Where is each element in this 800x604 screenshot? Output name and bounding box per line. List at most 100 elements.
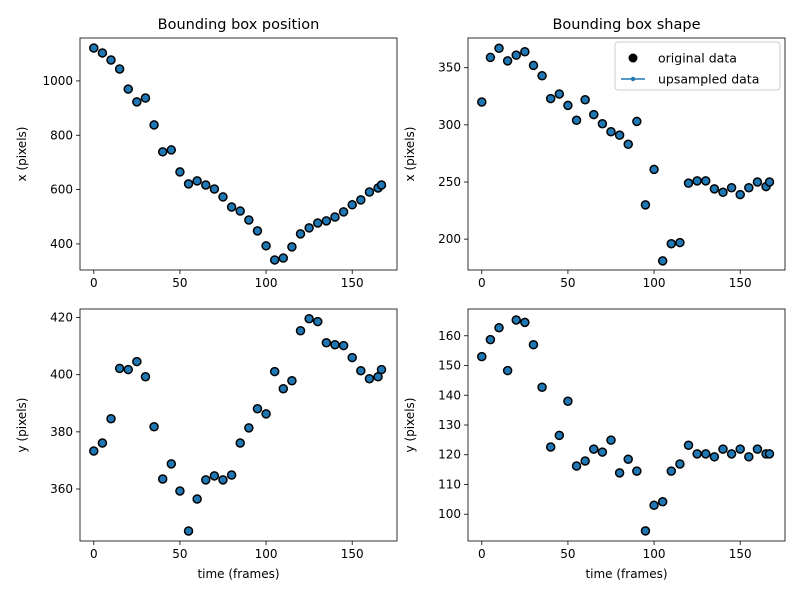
data-point	[114, 363, 125, 374]
data-point	[675, 459, 685, 469]
data-point	[132, 97, 142, 107]
data-point	[675, 237, 685, 248]
data-point	[356, 195, 366, 205]
data-point	[356, 365, 366, 376]
data-point	[502, 56, 513, 66]
data-point	[244, 215, 254, 225]
data-point	[606, 126, 616, 137]
data-point	[235, 206, 245, 216]
data-point	[235, 438, 245, 448]
y-tick-label: 420	[50, 311, 73, 325]
data-point	[580, 456, 590, 466]
y-tick-label: 360	[50, 482, 73, 496]
data-point	[477, 351, 487, 362]
data-point	[657, 256, 668, 266]
y-tick-label: 350	[438, 61, 461, 75]
data-point	[338, 340, 349, 351]
data-point	[752, 177, 763, 187]
data-point	[252, 403, 263, 414]
data-point	[485, 334, 496, 345]
data-point	[226, 470, 237, 480]
x-tick-label: 0	[90, 276, 98, 290]
data-point	[623, 454, 633, 464]
y-tick-label: 380	[50, 425, 73, 439]
data-point	[485, 52, 496, 63]
data-point	[520, 317, 530, 328]
legend-label: original data	[658, 51, 737, 66]
data-point	[97, 438, 108, 448]
axes-frame	[79, 37, 398, 271]
data-point	[209, 471, 220, 481]
data-point	[718, 444, 728, 454]
axes-frame	[79, 308, 398, 542]
data-point	[683, 440, 694, 450]
data-point	[149, 421, 159, 432]
data-point	[623, 139, 633, 150]
x-axis-label: time (frames)	[585, 567, 667, 581]
data-point	[218, 192, 228, 202]
data-point	[528, 60, 539, 71]
data-point	[666, 466, 677, 476]
y-tick-label: 300	[438, 118, 461, 132]
data-point	[261, 409, 271, 419]
data-point	[554, 430, 565, 441]
y-tick-label: 140	[438, 388, 461, 402]
data-point	[632, 466, 642, 476]
data-point	[261, 241, 271, 251]
data-point	[304, 313, 314, 324]
y-tick-label: 160	[438, 329, 461, 343]
data-point	[106, 413, 116, 424]
x-tick-label: 100	[255, 547, 278, 561]
data-point	[614, 468, 625, 478]
data-point	[313, 316, 323, 327]
data-point	[511, 315, 521, 325]
data-point	[744, 452, 754, 462]
data-point	[175, 167, 185, 177]
data-point	[175, 486, 185, 496]
data-point	[278, 383, 289, 394]
axes-frame	[467, 308, 786, 542]
data-point	[589, 444, 599, 454]
data-point	[563, 100, 573, 111]
data-point	[666, 238, 677, 249]
y-tick-label: 1000	[42, 74, 73, 88]
data-point	[201, 180, 211, 190]
data-point	[347, 352, 357, 363]
data-point	[295, 229, 306, 239]
data-point	[140, 371, 151, 382]
data-point	[528, 339, 539, 350]
data-point	[726, 449, 737, 459]
x-tick-label: 150	[341, 547, 364, 561]
x-tick-label: 0	[478, 276, 486, 290]
data-point	[657, 496, 668, 507]
data-point	[511, 50, 521, 60]
x-tick-label: 150	[729, 276, 752, 290]
data-point	[132, 356, 142, 367]
y-axis-label: y (pixels)	[15, 398, 29, 453]
x-tick-label: 100	[255, 276, 278, 290]
data-point	[192, 176, 202, 186]
data-point	[183, 179, 194, 189]
y-tick-label: 600	[50, 183, 73, 197]
legend: original data upsampled data	[614, 41, 781, 91]
y-tick-label: 800	[50, 128, 73, 142]
subplot-4: 0 50 100 150 100 110 120 130 140 150 160 time (fram…	[403, 308, 786, 581]
data-point	[166, 145, 177, 155]
x-tick-label: 150	[341, 276, 364, 290]
data-point	[735, 189, 745, 200]
y-axis-label: y (pixels)	[403, 398, 417, 453]
y-axis-label: x (pixels)	[403, 127, 417, 182]
data-point	[494, 43, 504, 54]
data-point	[520, 46, 530, 57]
data-point	[89, 446, 99, 456]
data-point	[744, 182, 754, 193]
data-point	[287, 375, 297, 386]
data-point	[502, 365, 513, 376]
legend-frame	[614, 41, 781, 91]
data-point	[640, 200, 651, 210]
data-point	[726, 182, 737, 193]
data-point	[364, 187, 375, 197]
y-tick-label: 250	[438, 175, 461, 189]
data-point	[244, 423, 254, 433]
